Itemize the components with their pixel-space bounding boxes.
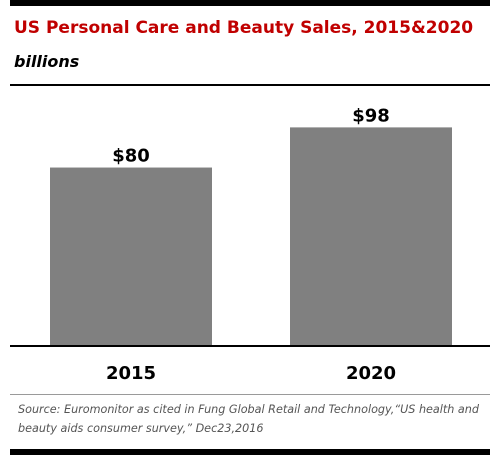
top-rule bbox=[10, 0, 490, 6]
value-label-2020: $98 bbox=[352, 105, 390, 126]
bar-2020 bbox=[290, 127, 452, 346]
category-label-2015: 2015 bbox=[106, 363, 156, 384]
source-rule bbox=[10, 394, 490, 395]
source-note: Source: Euromonitor as cited in Fung Glo… bbox=[18, 403, 479, 435]
bottom-rule bbox=[10, 449, 490, 455]
value-labels-group: $80 $98 bbox=[112, 105, 390, 166]
chart-subtitle: billions bbox=[14, 52, 80, 71]
value-label-2015: $80 bbox=[112, 146, 150, 167]
chart-title: US Personal Care and Beauty Sales, 2015&… bbox=[14, 18, 474, 38]
bar-2015 bbox=[50, 167, 212, 346]
bar-chart: $80 $98 2015 2020 bbox=[10, 105, 490, 384]
bars-group bbox=[50, 127, 452, 346]
header-rule bbox=[10, 84, 490, 86]
category-label-2020: 2020 bbox=[346, 363, 396, 384]
category-labels-group: 2015 2020 bbox=[106, 363, 396, 384]
